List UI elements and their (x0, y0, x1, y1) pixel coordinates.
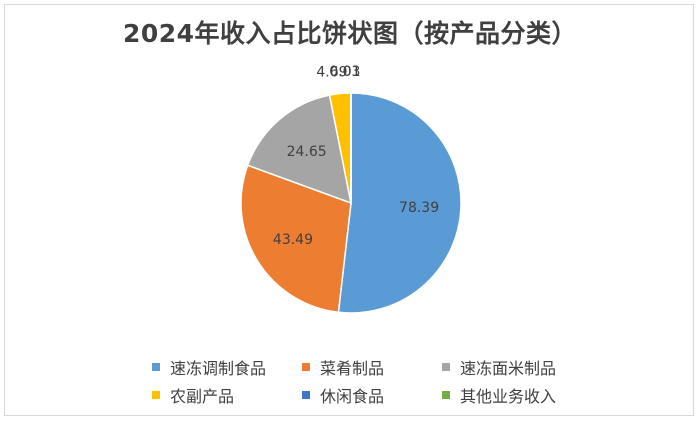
pie-slice-3 (246, 94, 352, 205)
legend-label: 农副产品 (170, 387, 235, 406)
legend-swatch (302, 363, 310, 371)
legend-swatch (302, 391, 310, 399)
legend-item-4: 农副产品 (152, 383, 234, 407)
legend-label: 速冻调制食品 (170, 359, 267, 378)
data-label-3: 24.65 (287, 144, 327, 160)
legend-item-5: 休闲食品 (302, 383, 384, 407)
legend-swatch (442, 363, 450, 371)
legend-label: 其他业务收入 (460, 387, 557, 406)
chart-title: 2024年收入占比饼状图（按产品分类） (122, 19, 578, 48)
legend-item-2: 菜肴制品 (302, 355, 384, 379)
data-label-5: 0.03 (329, 64, 360, 80)
legend-label: 速冻面米制品 (460, 359, 557, 378)
legend-swatch (152, 391, 160, 399)
data-label-2: 43.49 (273, 232, 313, 248)
data-label-6: 0.01 (329, 64, 360, 80)
legend-item-1: 速冻调制食品 (152, 355, 266, 379)
data-label-4: 4.69 (316, 65, 347, 81)
legend-item-3: 速冻面米制品 (442, 355, 556, 379)
pie-slice-2 (240, 164, 352, 314)
legend-swatch (152, 363, 160, 371)
legend-item-6: 其他业务收入 (442, 383, 556, 407)
legend-label: 菜肴制品 (320, 359, 385, 378)
legend-label: 休闲食品 (320, 387, 385, 406)
legend-swatch (442, 391, 450, 399)
pie-slice-1 (337, 92, 462, 314)
data-label-1: 78.39 (399, 200, 439, 216)
